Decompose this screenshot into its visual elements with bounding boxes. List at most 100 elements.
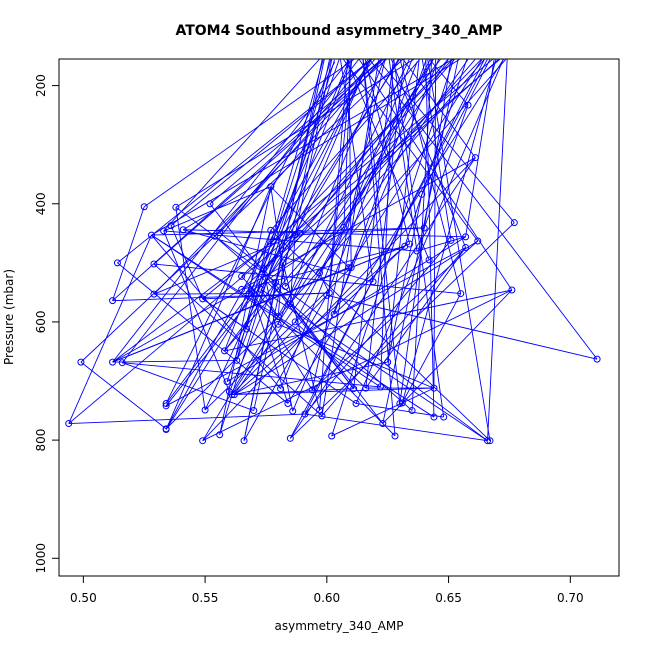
profile-line [117,262,289,404]
profile-line [234,361,388,396]
data-point [199,295,207,303]
data-point [296,229,304,237]
profile-line [270,186,350,268]
data-point [350,385,358,393]
profile-line [80,361,167,430]
profile-line [402,59,476,158]
data-point [172,203,180,211]
data-point [291,231,299,239]
data-point [462,233,470,241]
data-point [430,384,438,392]
data-point [269,237,277,245]
profile-line [202,157,476,442]
data-point [379,420,387,428]
data-point [274,313,282,321]
data-point [471,154,479,162]
profile-line [299,59,456,234]
x-tick-label: 0.70 [557,591,584,605]
profile-line [112,359,237,363]
profile-line [112,59,351,363]
profile-line [346,59,430,261]
profile-line [355,403,444,418]
data-point [150,260,158,268]
data-point [425,256,433,264]
profile-line [376,59,515,223]
data-point [260,265,268,273]
profile-line [382,289,513,424]
profile-line [387,194,423,363]
profile-line [272,59,332,242]
data-point [316,406,324,414]
data-point [347,264,355,272]
data-point [440,413,448,421]
profile-line [241,59,500,290]
profile-line [209,59,383,205]
data-point [238,272,246,280]
data-point [325,289,333,297]
data-point [316,269,324,277]
data-point [398,399,406,407]
profile-line [401,59,497,403]
chart-title: ATOM4 Southbound asymmetry_340_AMP [175,23,502,39]
data-point [65,420,73,428]
data-point [345,264,353,272]
data-points [65,101,601,445]
data-point [508,286,516,294]
profile-line [289,303,384,424]
profile-line [251,227,345,292]
data-point [418,190,426,198]
profile-line [379,61,394,387]
data-point [391,432,399,440]
x-tick-label: 0.65 [435,591,462,605]
profile-line [122,362,254,411]
profile-line [270,59,421,231]
data-point [211,232,219,240]
profile-line [202,289,513,442]
profile-line [143,59,356,208]
data-point [430,413,438,421]
profile-line [226,59,340,382]
profile-line [263,232,301,270]
profile-line [401,293,462,404]
profile-line [387,59,420,363]
profile-line [151,234,435,418]
profile-line [219,59,335,435]
profile-line [202,292,330,300]
data-point [462,243,470,251]
profile-line [365,59,405,389]
profile-line [465,59,495,237]
profile-line [427,59,491,441]
data-point [286,434,294,442]
data-point [267,183,275,191]
data-point [510,219,518,227]
profile-line [202,298,247,330]
data-point [267,226,275,234]
profile-line [165,290,252,404]
profile-line [292,59,440,412]
profile-line [209,203,354,389]
profile-line [319,272,330,294]
profile-line [285,59,486,287]
profile-line [358,59,513,291]
profile-line [342,59,479,242]
y-tick-label: 400 [34,192,48,215]
profile-line [175,207,206,411]
data-point [199,437,207,445]
data-point [206,200,214,208]
data-point [308,386,316,394]
data-point [240,437,248,445]
profile-line [165,247,466,407]
profile-line [277,262,284,317]
data-point [77,358,85,366]
data-point [162,399,170,407]
profile-line [404,59,468,247]
profile-line [421,59,452,241]
connecting-lines [68,59,598,442]
data-point [272,278,280,286]
profile-line [151,234,281,389]
profile-line [326,61,418,296]
profile-line [428,59,469,106]
data-point [420,224,428,232]
data-point [376,383,384,391]
data-point [362,384,370,392]
